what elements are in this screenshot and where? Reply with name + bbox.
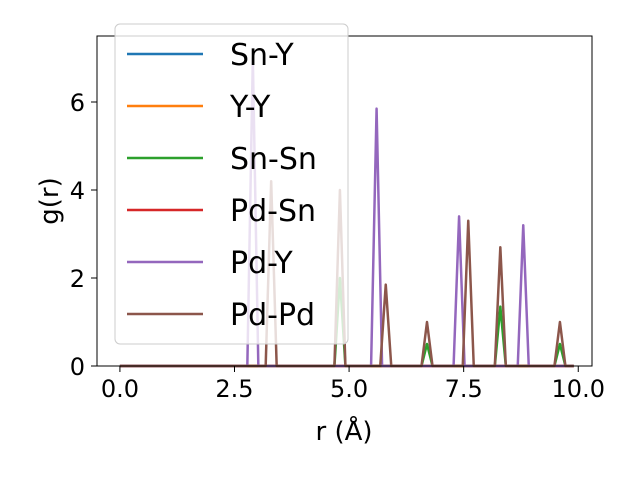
legend-label: Pd-Y bbox=[230, 246, 293, 281]
y-tick-label: 4 bbox=[70, 177, 85, 205]
legend-label: Pd-Sn bbox=[230, 194, 316, 229]
y-tick-label: 2 bbox=[70, 265, 85, 293]
x-tick-label: 2.5 bbox=[215, 375, 253, 403]
x-tick-label: 10.0 bbox=[552, 375, 605, 403]
x-tick-label: 7.5 bbox=[445, 375, 483, 403]
y-axis-label: g(r) bbox=[35, 177, 65, 224]
legend-box bbox=[114, 23, 349, 345]
x-axis-label: r (Å) bbox=[315, 415, 372, 447]
y-tick-label: 0 bbox=[70, 353, 85, 381]
legend-label: Y-Y bbox=[229, 90, 271, 125]
x-tick-label: 0.0 bbox=[101, 375, 139, 403]
x-tick-label: 5.0 bbox=[330, 375, 368, 403]
legend-label: Sn-Y bbox=[230, 38, 294, 73]
y-ticks: 0 2 4 6 bbox=[70, 89, 97, 381]
x-ticks: 0.0 2.5 5.0 7.5 10.0 bbox=[101, 366, 605, 403]
legend-label: Sn-Sn bbox=[230, 142, 317, 177]
y-tick-label: 6 bbox=[70, 89, 85, 117]
legend: Sn-Y Y-Y Sn-Sn Pd-Sn Pd-Y Pd-Pd bbox=[114, 23, 349, 345]
legend-label: Pd-Pd bbox=[230, 298, 315, 333]
